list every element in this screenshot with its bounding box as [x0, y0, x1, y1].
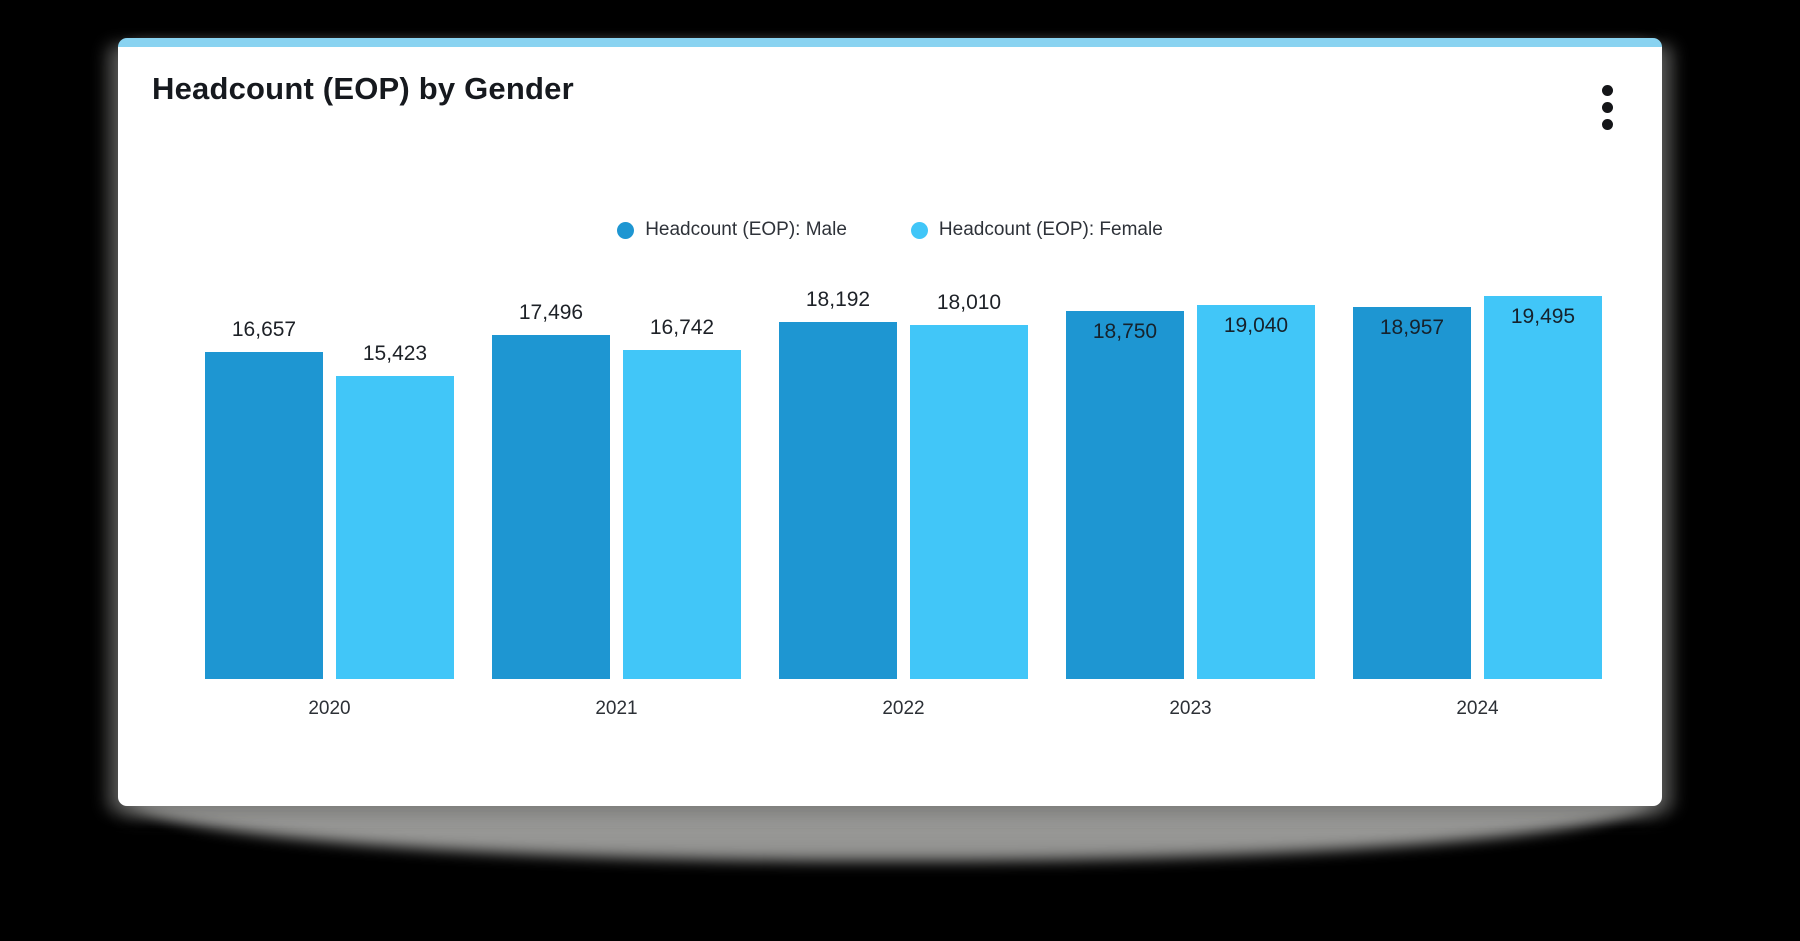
bar-female-2024[interactable]: 19,495: [1484, 296, 1602, 679]
kebab-dot-icon: [1601, 102, 1613, 113]
bar-female-2021[interactable]: 16,742: [623, 316, 741, 679]
kebab-dot-icon: [1601, 119, 1613, 130]
kebab-menu-icon[interactable]: [1592, 83, 1622, 132]
bar-group-2023: 18,750 19,040 2023: [1066, 279, 1315, 719]
x-axis-label-2022: 2022: [882, 698, 925, 719]
bar-value-label-female-2023: 19,040: [1223, 314, 1289, 337]
bar-group-2021: 17,496 16,742 2021: [492, 279, 741, 719]
bar-group-2024: 18,957 19,495 2024: [1353, 279, 1602, 719]
chart-card: Headcount (EOP) by Gender Headcount (EOP…: [118, 38, 1662, 806]
legend-item-male[interactable]: Headcount (EOP): Male: [617, 219, 847, 241]
x-axis-label-2023: 2023: [1169, 698, 1212, 719]
bar-value-label-female-2021: 16,742: [649, 316, 715, 339]
bar-male-2024[interactable]: 18,957: [1353, 307, 1471, 679]
bar-group-2022: 18,192 18,010 2022: [779, 279, 1028, 719]
bar-male-2021[interactable]: 17,496: [492, 301, 610, 679]
bar-value-label-male-2020: 16,657: [231, 318, 297, 341]
bar-value-label-male-2022: 18,192: [805, 288, 871, 311]
bar-female-2022[interactable]: 18,010: [910, 291, 1028, 679]
bar-male-2023[interactable]: 18,750: [1066, 311, 1184, 679]
bar-male-2022[interactable]: 18,192: [779, 288, 897, 679]
legend-label: Headcount (EOP): Female: [938, 219, 1163, 240]
bar-group-2020: 16,657 15,423 2020: [205, 279, 454, 719]
card-drop-shadow: [138, 797, 1644, 861]
bar-value-label-female-2020: 15,423: [362, 342, 428, 365]
bar-value-label-female-2024: 19,495: [1510, 305, 1576, 328]
x-axis-label-2021: 2021: [595, 698, 638, 719]
bar-male-2020[interactable]: 16,657: [205, 318, 323, 679]
x-axis-label-2024: 2024: [1456, 698, 1499, 719]
legend-dot-icon: [910, 221, 928, 239]
bar-value-label-female-2022: 18,010: [936, 291, 1002, 314]
bar-chart-plot-area: 16,657 15,423 2020 17,496 16,742 2021 18,192 18…: [205, 279, 1602, 719]
bar-female-2020[interactable]: 15,423: [336, 342, 454, 679]
bar-value-label-male-2023: 18,750: [1092, 320, 1158, 343]
legend-item-female[interactable]: Headcount (EOP): Female: [910, 219, 1163, 241]
chart-title: Headcount (EOP) by Gender: [152, 71, 574, 106]
x-axis-label-2020: 2020: [308, 698, 351, 719]
bar-value-label-male-2024: 18,957: [1379, 316, 1445, 339]
legend-label: Headcount (EOP): Male: [645, 219, 847, 240]
legend-dot-icon: [617, 221, 635, 239]
chart-legend: Headcount (EOP): Male Headcount (EOP): Fe…: [118, 219, 1662, 241]
kebab-dot-icon: [1601, 85, 1613, 96]
bar-female-2023[interactable]: 19,040: [1197, 305, 1315, 679]
bar-value-label-male-2021: 17,496: [518, 301, 584, 324]
